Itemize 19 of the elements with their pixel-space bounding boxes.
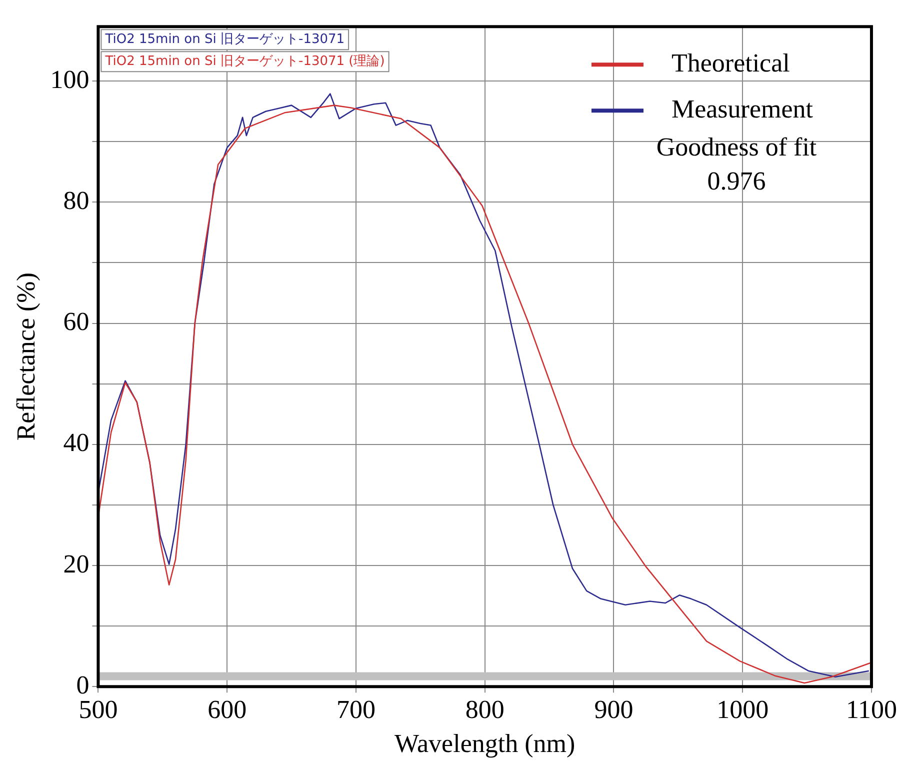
annotation: TiO2 15min on Si 旧ターゲット-13071 (理論) — [104, 54, 385, 69]
legend-label: Measurement — [671, 94, 814, 124]
x-tick-label: 700 — [336, 695, 376, 724]
y-tick-label: 80 — [63, 186, 90, 216]
x-tick-label: 1000 — [716, 695, 769, 724]
x-tick-label: 1100 — [846, 695, 898, 724]
x-tick-label: 900 — [594, 695, 634, 724]
annotation: Goodness of fit — [656, 132, 818, 162]
annotation: 0.976 — [707, 166, 766, 196]
x-tick-label: 800 — [465, 695, 504, 724]
y-tick-label: 60 — [63, 307, 90, 336]
y-tick-label: 40 — [63, 428, 90, 458]
annotation: TiO2 15min on Si 旧ターゲット-13071 — [104, 32, 345, 47]
legend-label: Theoretical — [671, 48, 790, 78]
x-axis-title: Wavelength (nm) — [394, 729, 576, 758]
y-axis-title: Reflectance (%) — [11, 272, 40, 441]
x-tick-label: 600 — [208, 695, 247, 724]
y-tick-label: 100 — [50, 64, 90, 94]
y-tick-label: 20 — [63, 549, 90, 578]
